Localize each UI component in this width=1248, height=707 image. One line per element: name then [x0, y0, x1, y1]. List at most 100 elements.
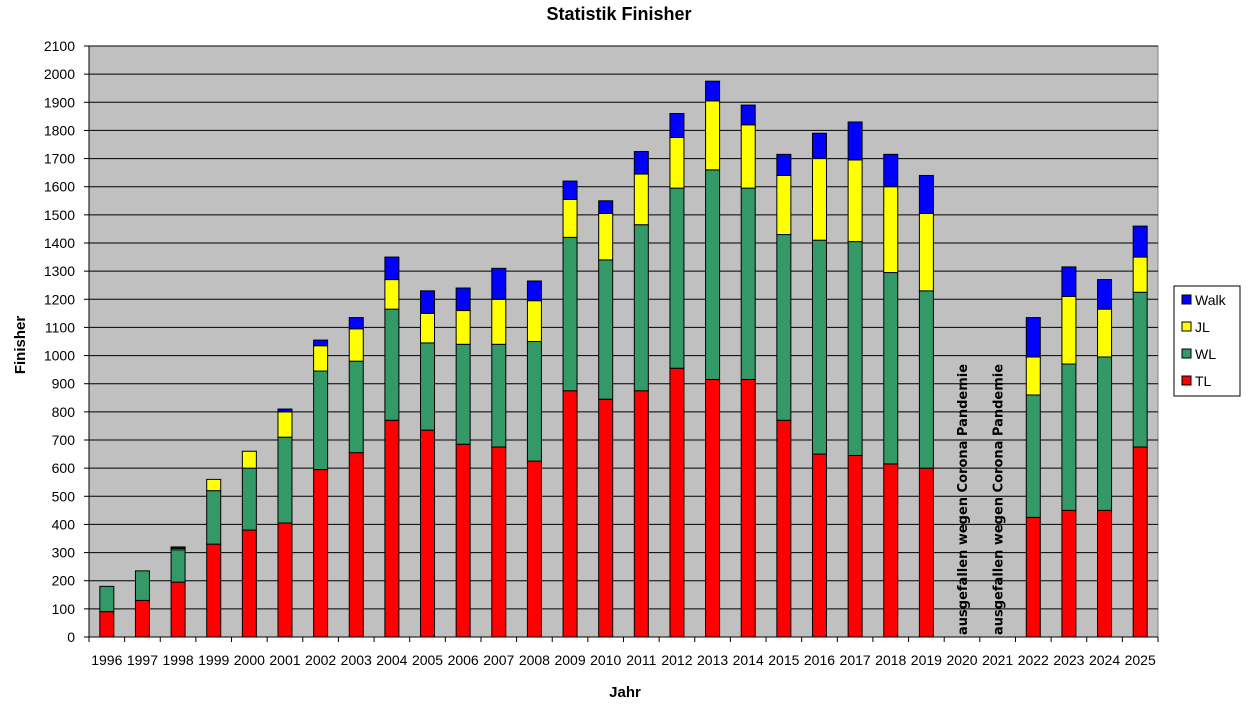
x-tick-label: 2024 — [1089, 652, 1120, 668]
bar-segment-tl — [1132, 446, 1148, 638]
bar-segment-tl — [241, 529, 257, 638]
bar-segment-jl — [918, 212, 934, 292]
bar-segment-jl — [277, 411, 293, 438]
bar-segment-jl — [206, 478, 222, 492]
y-tick-label: 500 — [52, 488, 76, 504]
bar-segment-jl — [313, 345, 329, 372]
bar-segment-jl — [1025, 356, 1041, 396]
bar-segment-jl — [1061, 295, 1077, 365]
bar-segment-jl — [348, 328, 364, 362]
bar-segment-tl — [170, 581, 186, 638]
bar-segment-jl — [847, 159, 863, 243]
y-tick-label: 1700 — [44, 151, 75, 167]
bar-segment-jl — [776, 174, 792, 236]
bar-segment-jl — [811, 158, 827, 241]
x-tick-label: 1998 — [163, 652, 194, 668]
bar-segment-wl — [1132, 291, 1148, 448]
y-tick-label: 700 — [52, 432, 76, 448]
x-tick-label: 2004 — [376, 652, 407, 668]
bar-segment-jl — [420, 312, 436, 344]
bar-segment-tl — [1097, 509, 1113, 638]
y-tick-label: 400 — [52, 516, 76, 532]
bar-segment-walk — [384, 256, 400, 281]
x-tick-label: 2003 — [341, 652, 372, 668]
bar-segment-tl — [918, 467, 934, 638]
bar-segment-wl — [170, 549, 186, 583]
bar-segment-wl — [134, 570, 150, 601]
y-tick-label: 1300 — [44, 263, 75, 279]
plot-area: 0 100 200 300 400 500 600 700 800 900 1000 1100 1200… — [44, 38, 1159, 668]
y-axis-label: Finisher — [12, 316, 29, 375]
bar-segment-walk — [313, 339, 329, 347]
y-tick-label: 300 — [52, 545, 76, 561]
x-tick-label: 2020 — [946, 652, 977, 668]
y-tick-label: 1600 — [44, 179, 75, 195]
x-tick-label: 1996 — [91, 652, 122, 668]
bar-segment-tl — [598, 398, 614, 638]
x-tick-label: 2021 — [982, 652, 1013, 668]
bar-segment-walk — [562, 180, 578, 200]
bar-segment-tl — [206, 543, 222, 638]
y-tick-label: 1200 — [44, 291, 75, 307]
bar-segment-wl — [847, 241, 863, 456]
x-tick-label: 2006 — [448, 652, 479, 668]
x-tick-label: 2012 — [661, 652, 692, 668]
bar-segment-jl — [1132, 256, 1148, 293]
legend-swatch-jl — [1181, 321, 1192, 332]
bar-segment-tl — [1025, 516, 1041, 638]
bar-segment-wl — [420, 342, 436, 431]
bar-segment-jl — [633, 173, 649, 226]
bar-segment-wl — [99, 585, 115, 613]
bar-segment-wl — [526, 341, 542, 462]
bar-segment-wl — [918, 290, 934, 469]
bar-segment-walk — [491, 267, 507, 300]
x-tick-label: 2008 — [519, 652, 550, 668]
bar-segment-tl — [633, 390, 649, 638]
x-tick-label: 2000 — [234, 652, 265, 668]
legend-label-wl: WL — [1195, 346, 1216, 362]
legend-label-jl: JL — [1195, 319, 1210, 335]
bar-segment-jl — [455, 310, 471, 345]
bar-segment-walk — [1097, 279, 1113, 310]
bar-segment-tl — [491, 446, 507, 638]
y-tick-label: 1400 — [44, 235, 75, 251]
bar-segment-walk — [1061, 266, 1077, 297]
x-tick-label: 2025 — [1125, 652, 1156, 668]
bar-segment-tl — [740, 378, 756, 638]
bar-segment-walk — [526, 280, 542, 302]
bar-segment-jl — [562, 198, 578, 238]
y-tick-label: 1100 — [45, 319, 75, 335]
y-tick-label: 2100 — [44, 38, 75, 54]
x-tick-label: 2013 — [697, 652, 728, 668]
bar-segment-wl — [776, 234, 792, 421]
bar-segment-jl — [705, 100, 721, 171]
legend-swatch-wl — [1181, 348, 1192, 359]
x-tick-label: 2017 — [840, 652, 871, 668]
y-tick-label: 600 — [52, 460, 76, 476]
y-tick-label: 1900 — [44, 94, 75, 110]
bar-segment-tl — [669, 367, 685, 638]
bar-segment-tl — [811, 453, 827, 638]
bar-segment-wl — [633, 224, 649, 392]
bar-segment-wl — [811, 239, 827, 455]
bar-segment-walk — [740, 104, 756, 126]
y-tick-label: 1000 — [44, 348, 75, 364]
legend-label-tl: TL — [1195, 373, 1212, 389]
bar-segment-wl — [491, 343, 507, 448]
bar-segment-wl — [277, 436, 293, 524]
bar-segment-walk — [847, 121, 863, 161]
x-tick-label: 2015 — [768, 652, 799, 668]
bar-segment-wl — [598, 259, 614, 400]
x-tick-label: 2022 — [1018, 652, 1049, 668]
bar-segment-jl — [740, 124, 756, 189]
bar-segment-jl — [526, 300, 542, 343]
bar-segment-wl — [705, 169, 721, 380]
bar-segment-walk — [348, 317, 364, 330]
bar-segment-wl — [883, 272, 899, 465]
legend-swatch-walk — [1181, 294, 1192, 305]
bar-segment-walk — [1132, 225, 1148, 258]
bar-segment-wl — [313, 370, 329, 471]
x-tick-label: 2005 — [412, 652, 443, 668]
x-tick-label: 2010 — [590, 652, 621, 668]
